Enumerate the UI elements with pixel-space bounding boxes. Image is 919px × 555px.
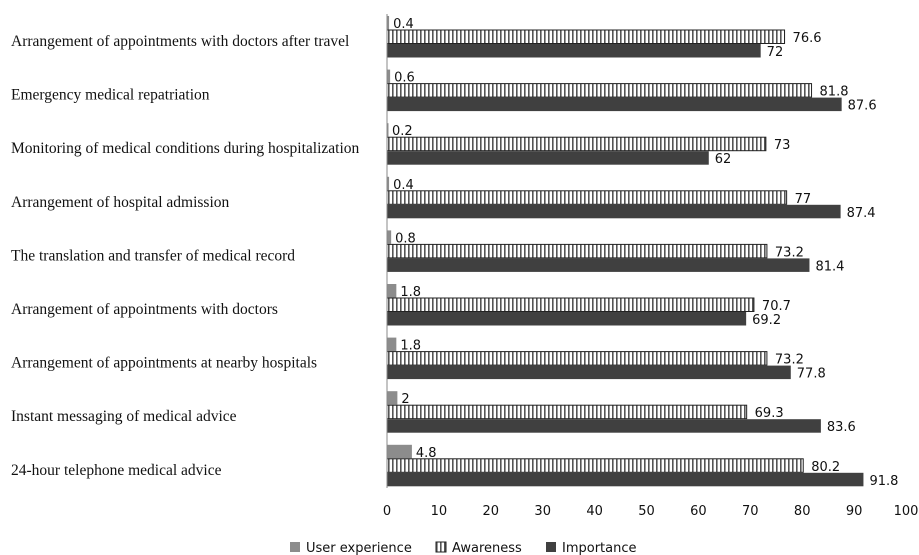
legend-label: Awareness — [452, 541, 522, 555]
value-label: 0.4 — [393, 178, 414, 193]
category-label: The translation and transfer of medical … — [11, 247, 295, 264]
value-label: 1.8 — [400, 285, 421, 300]
value-label: 0.2 — [392, 124, 413, 139]
bar-user-experience — [387, 123, 389, 137]
x-tick-label: 60 — [690, 504, 707, 519]
value-label: 0.8 — [395, 231, 416, 246]
x-tick-label: 10 — [431, 504, 448, 519]
bar-user-experience — [387, 176, 390, 191]
bar-importance — [387, 258, 810, 272]
legend-swatch — [435, 541, 447, 553]
bar-awareness — [386, 243, 768, 259]
bar-awareness — [386, 190, 788, 205]
bar-awareness — [386, 351, 768, 366]
bar-user-experience — [387, 69, 391, 84]
category-label: Arrangement of hospital admission — [11, 194, 229, 211]
x-tick-label: 20 — [483, 504, 500, 519]
category-label: Instant messaging of medical advice — [11, 408, 237, 425]
value-label: 77 — [795, 192, 812, 207]
value-label: 73 — [774, 138, 791, 153]
x-tick-label: 0 — [383, 504, 391, 519]
category-label: Arrangement of appointments with doctors… — [11, 33, 349, 50]
value-label: 77.8 — [797, 367, 826, 382]
x-tick-label: 70 — [742, 504, 759, 519]
bar-awareness — [386, 297, 755, 312]
category-label: 24-hour telephone medical advice — [11, 462, 222, 479]
value-label: 72 — [767, 45, 784, 60]
category-label: Arrangement of appointments with doctors — [11, 301, 278, 318]
bar-awareness — [386, 458, 804, 473]
x-tick-label: 90 — [846, 504, 863, 519]
value-label: 83.6 — [827, 420, 856, 435]
bar-importance — [387, 204, 841, 219]
bar-user-experience — [387, 337, 397, 352]
value-label: 69.3 — [755, 406, 784, 421]
axis: 0 10 20 30 40 50 60 70 80 90 100 — [383, 14, 919, 519]
value-label: 4.8 — [416, 446, 437, 461]
bar-importance — [387, 44, 761, 58]
bar-user-experience — [387, 230, 392, 244]
bar-user-experience — [387, 16, 390, 30]
legend: User experience Awareness Importance — [290, 541, 637, 555]
value-label: 81.4 — [815, 259, 844, 274]
bar-importance — [387, 419, 821, 433]
bar-importance — [387, 365, 791, 380]
category-labels: Arrangement of appointments with doctors… — [11, 33, 360, 479]
category-label: Emergency medical repatriation — [11, 87, 210, 104]
legend-swatch — [290, 542, 300, 552]
value-label: 69.2 — [752, 313, 781, 328]
value-label: 76.6 — [793, 31, 822, 46]
value-label: 70.7 — [762, 299, 791, 314]
bar-awareness — [386, 136, 767, 152]
value-label: 81.8 — [820, 85, 849, 100]
bar-importance — [387, 97, 842, 112]
bar-awareness — [386, 83, 813, 98]
bar-importance — [387, 472, 864, 487]
value-label: 91.8 — [869, 474, 898, 489]
value-label: 2 — [401, 392, 409, 407]
value-label: 73.2 — [775, 353, 804, 368]
x-tick-label: 30 — [534, 504, 551, 519]
bar-importance — [387, 312, 747, 326]
legend-swatch — [546, 542, 556, 552]
value-label: 0.4 — [393, 17, 414, 32]
value-label: 62 — [715, 152, 732, 167]
value-label: 87.4 — [847, 206, 876, 221]
value-label: 80.2 — [811, 460, 840, 475]
x-tick-label: 50 — [638, 504, 655, 519]
value-label: 1.8 — [400, 339, 421, 354]
value-label: 0.6 — [394, 71, 415, 86]
bars — [386, 16, 864, 487]
category-label: Monitoring of medical conditions during … — [11, 140, 360, 157]
bar-user-experience — [387, 444, 412, 459]
x-tick-label: 100 — [894, 504, 919, 519]
value-label: 73.2 — [775, 245, 804, 260]
category-label: Arrangement of appointments at nearby ho… — [11, 355, 317, 372]
bar-importance — [387, 151, 709, 165]
legend-label: Importance — [562, 541, 637, 555]
x-tick-label: 40 — [586, 504, 603, 519]
legend-label: User experience — [306, 541, 412, 555]
value-labels: 0.4 76.6 72 0.6 81.887.6 0.2 73 62 0.4 77 87.4 0.8 7… — [392, 17, 898, 489]
bar-user-experience — [387, 391, 398, 405]
value-label: 87.6 — [848, 99, 877, 114]
bar-awareness — [386, 404, 748, 420]
bar-user-experience — [387, 284, 397, 298]
x-tick-label: 80 — [794, 504, 811, 519]
bar-awareness — [386, 29, 786, 44]
